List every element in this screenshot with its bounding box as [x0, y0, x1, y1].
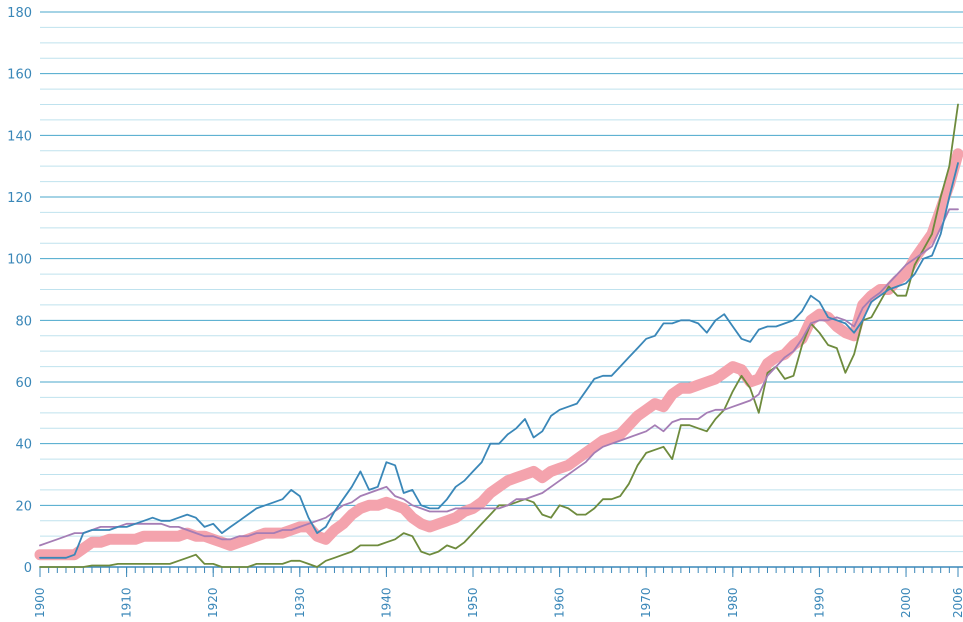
- y-tick-label: 80: [15, 314, 32, 329]
- series-line: [39, 103, 959, 568]
- series-line: [39, 208, 959, 547]
- x-tick-label: 1910: [120, 587, 134, 618]
- y-tick-label: 100: [7, 253, 32, 268]
- x-tick-label: 2006: [951, 587, 963, 618]
- y-tick-label: 180: [7, 6, 32, 21]
- x-tick-label: 1920: [206, 587, 220, 618]
- y-tick-label: 60: [15, 376, 32, 391]
- x-tick-label: 1900: [33, 587, 47, 618]
- y-tick-label: 160: [7, 68, 32, 83]
- x-tick-label: 1940: [379, 587, 393, 618]
- x-tick-label: 1930: [293, 587, 307, 618]
- series-line: [34, 148, 963, 561]
- x-tick-label: 1970: [639, 587, 653, 618]
- x-tick-label: 1960: [553, 587, 567, 618]
- series-line: [39, 162, 959, 559]
- x-tick-label: 1950: [466, 587, 480, 618]
- x-tick-label: 2000: [899, 587, 913, 618]
- x-tick-label: 1980: [726, 587, 740, 618]
- x-tick-label: 1990: [812, 587, 826, 618]
- y-tick-label: 0: [24, 561, 32, 576]
- y-tick-label: 20: [15, 499, 32, 514]
- y-tick-label: 140: [7, 129, 32, 144]
- y-tick-label: 120: [7, 191, 32, 206]
- y-tick-label: 40: [15, 438, 32, 453]
